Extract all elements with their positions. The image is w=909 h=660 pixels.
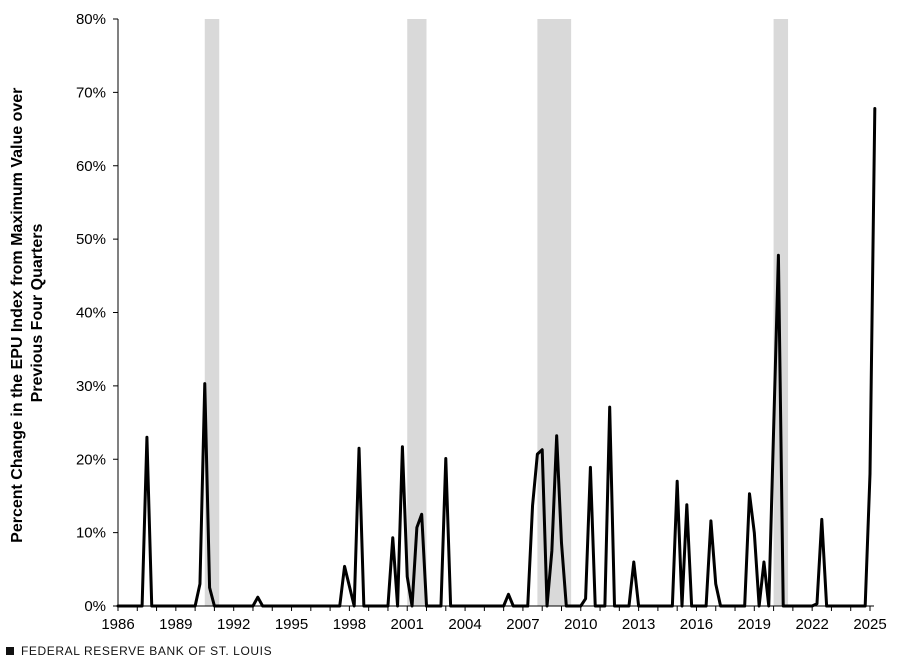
y-tick-label: 60%	[76, 158, 106, 175]
x-tick-label: 1998	[333, 616, 366, 633]
footer: FEDERAL RESERVE BANK OF ST. LOUIS	[6, 644, 272, 658]
recession-band-4	[773, 19, 789, 606]
x-tick-label: 1986	[101, 616, 134, 633]
y-tick-label: 10%	[76, 525, 106, 542]
footer-square-icon	[6, 647, 14, 655]
x-tick-label: 2016	[680, 616, 713, 633]
chart: 0% 10% 20% 30% 40% 50% 60% 70% 80% 1986 1989 1992 19…	[9, 11, 887, 633]
recession-band-1	[204, 19, 220, 606]
x-tick-label: 2004	[448, 616, 481, 633]
tick-labels: 0% 10% 20% 30% 40% 50% 60% 70% 80% 1986 1989 1992 19…	[76, 11, 887, 633]
y-axis-label: Percent Change in the EPU Index from Max…	[9, 83, 46, 543]
y-tick-label: 50%	[76, 231, 106, 248]
y-tick-label: 70%	[76, 84, 106, 101]
y-tick-label: 40%	[76, 305, 106, 322]
x-tick-label: 2025	[853, 616, 886, 633]
y-tick-label: 20%	[76, 451, 106, 468]
y-tick-label: 30%	[76, 378, 106, 395]
series-line-1	[116, 107, 877, 608]
x-tick-label: 2007	[506, 616, 539, 633]
x-tick-label: 1989	[159, 616, 192, 633]
x-tick-label: 2022	[795, 616, 828, 633]
x-tick-label: 1992	[217, 616, 250, 633]
recession-band-2	[407, 19, 427, 606]
footer-label: FEDERAL RESERVE BANK OF ST. LOUIS	[21, 644, 273, 658]
x-tick-label: 2010	[564, 616, 597, 633]
y-tick-label: 80%	[76, 11, 106, 28]
x-tick-label: 2001	[391, 616, 424, 633]
axes	[113, 18, 874, 611]
series-layer	[116, 107, 877, 608]
y-axis-label-line-2: Previous Four Quarters	[29, 224, 46, 403]
x-tick-label: 2019	[738, 616, 771, 633]
x-tick-label: 1995	[275, 616, 308, 633]
x-tick-label: 2013	[622, 616, 655, 633]
recession-bands	[204, 19, 789, 606]
y-axis-label-line-1: Percent Change in the EPU Index from Max…	[9, 88, 26, 543]
y-tick-label: 0%	[84, 598, 106, 615]
